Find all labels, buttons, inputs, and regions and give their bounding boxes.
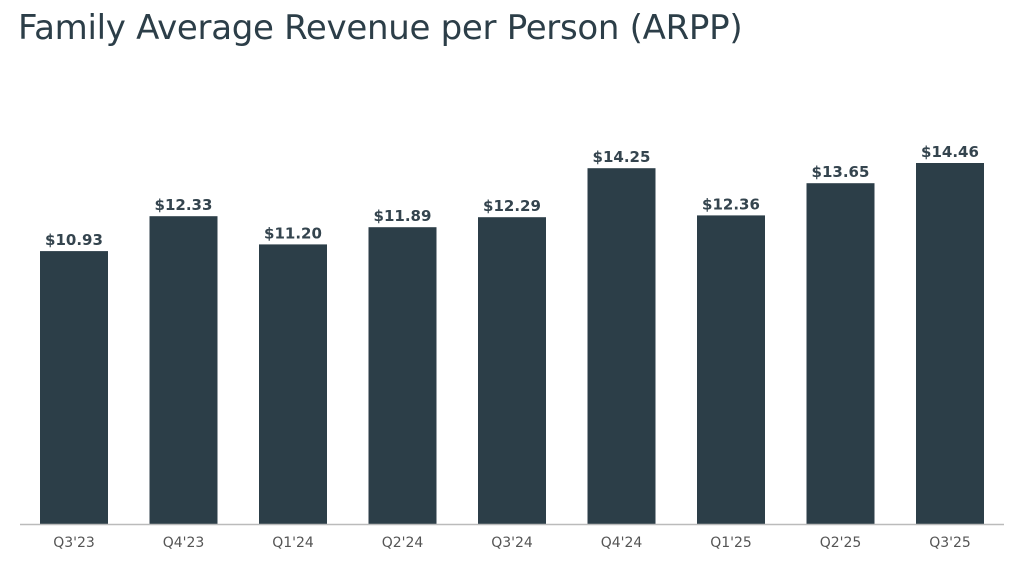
bar-Q4'23 [149,216,218,524]
x-tick-label: Q4'23 [163,535,205,551]
x-tick-labels-group: Q3'23 Q4'23 Q1'24 Q2'24 Q3'24 Q4'24 Q1'25 Q2'25… [53,535,971,551]
value-label: $11.20 [264,224,322,242]
value-label: $11.89 [374,207,432,225]
value-label: $10.93 [45,231,103,249]
bar-Q1'24 [259,244,327,524]
value-labels-group: $10.93 $12.33 $11.20 $11.89 $12.29 $14.25 $12.… [45,143,979,249]
bar-Q1'25 [697,215,765,524]
bar-Q2'25 [806,183,875,524]
chart-title: Family Average Revenue per Person (ARPP) [18,8,743,48]
bar-Q4'24 [587,168,656,524]
value-label: $13.65 [812,163,870,181]
bars-group [40,163,984,524]
x-tick-label: Q3'24 [491,535,533,551]
value-label: $14.46 [921,143,979,161]
x-tick-label: Q2'24 [382,535,424,551]
x-tick-label: Q4'24 [601,535,643,551]
x-tick-label: Q2'25 [820,535,862,551]
value-label: $12.29 [483,197,541,215]
x-tick-label: Q3'25 [929,535,971,551]
bar-Q3'25 [916,163,984,524]
bar-Q3'24 [478,217,546,524]
x-tick-label: Q1'25 [710,535,752,551]
value-label: $12.33 [155,196,213,214]
x-tick-label: Q1'24 [272,535,314,551]
bar-Q3'23 [40,251,108,524]
x-tick-label: Q3'23 [53,535,95,551]
value-label: $12.36 [702,195,760,213]
bar-Q2'24 [368,227,437,524]
value-label: $14.25 [593,148,651,166]
